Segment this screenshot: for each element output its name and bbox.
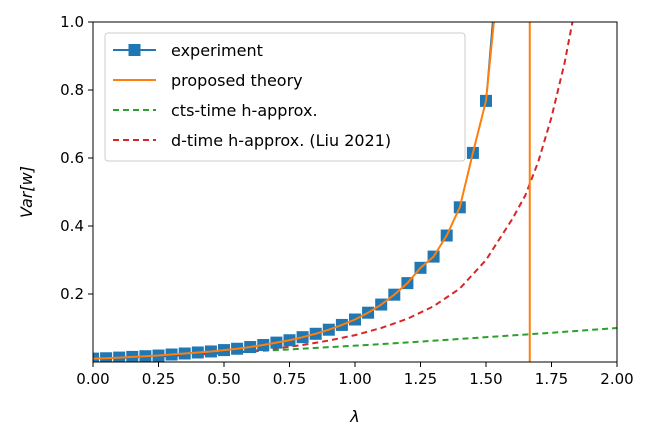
series-layer: [93, 22, 617, 362]
y-tick-label: 0.8: [60, 81, 84, 99]
x-axis: 0.00 0.25 0.50 0.75 1.00 1.25 1.50 1.75 2.00: [76, 362, 634, 388]
legend-label-3: d-time h-approx. (Liu 2021): [171, 131, 391, 150]
x-tick-label: 1.25: [404, 370, 437, 388]
y-tick-label: 0.4: [60, 217, 84, 235]
y-axis-label: Var[w]: [17, 166, 36, 218]
legend-label-2: cts-time h-approx.: [171, 101, 318, 120]
legend-marker: [128, 44, 141, 56]
x-tick-label: 1.75: [535, 370, 568, 388]
series-line-1: [93, 22, 495, 360]
x-tick-label: 1.00: [338, 370, 371, 388]
y-tick-label: 0.2: [60, 285, 84, 303]
x-tick-label: 0.25: [142, 370, 175, 388]
x-tick-label: 0.00: [76, 370, 109, 388]
y-tick-label: 1.0: [60, 13, 84, 31]
experiment-marker: [93, 352, 99, 362]
x-tick-label: 1.50: [469, 370, 502, 388]
legend-box: [104, 32, 466, 162]
x-axis-label: λ: [349, 407, 359, 426]
legend-label-0: experiment: [171, 41, 263, 60]
series-line-2: [93, 327, 617, 360]
experiment-marker: [100, 352, 113, 362]
y-axis: 0.2 0.4 0.6 0.8 1.0: [60, 13, 93, 303]
x-tick-label: 0.75: [273, 370, 306, 388]
x-tick-label: 0.50: [207, 370, 240, 388]
legend-label-1: proposed theory: [171, 71, 303, 90]
x-tick-label: 2.00: [600, 370, 633, 388]
y-tick-label: 0.6: [60, 149, 84, 167]
legend: experiment proposed theory cts-time h-appr…: [104, 32, 466, 162]
